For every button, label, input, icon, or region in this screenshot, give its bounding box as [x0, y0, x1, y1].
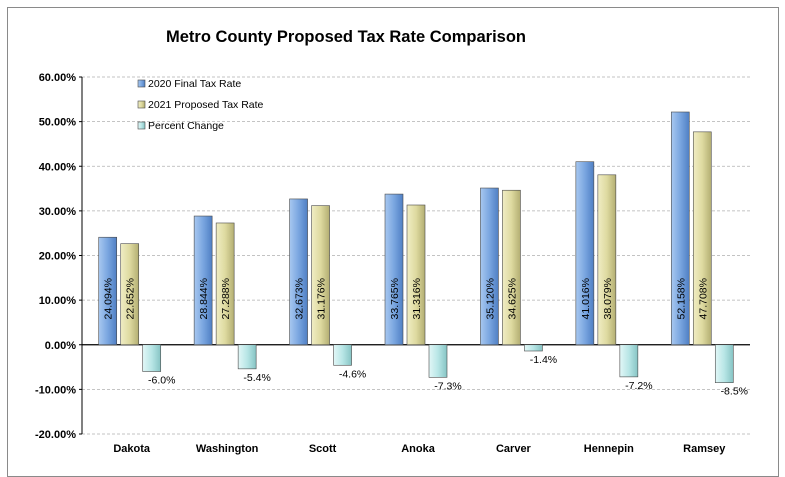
bar-2020	[480, 187, 499, 346]
y-tick-label: -20.00%	[35, 429, 76, 441]
data-label: -1.4%	[530, 354, 557, 366]
data-label: -7.2%	[625, 380, 652, 392]
bar-pct-change	[333, 344, 352, 366]
data-label: 31.176%	[316, 278, 328, 319]
chart: Metro County Proposed Tax Rate Compariso…	[35, 28, 750, 455]
category-label: Anoka	[401, 443, 436, 455]
data-label: -4.6%	[339, 368, 366, 380]
category-label: Washington	[196, 443, 259, 455]
x-axis: Dakota Washington Scott Anoka Carver Hennepin…	[113, 443, 726, 455]
legend-swatch	[137, 121, 146, 130]
category-label: Carver	[496, 443, 532, 455]
data-label: 32.673%	[294, 278, 306, 319]
y-tick-label: 30.00%	[39, 206, 77, 218]
data-label: -8.5%	[721, 386, 748, 398]
data-label: 27.288%	[220, 278, 232, 319]
legend-label: Percent Change	[148, 120, 224, 132]
legend-swatch	[137, 100, 146, 109]
category-label: Dakota	[113, 443, 151, 455]
bar-pct-change	[714, 344, 734, 383]
bar-2021	[502, 189, 521, 346]
bar-2020	[384, 193, 404, 346]
data-label: 31.316%	[411, 278, 423, 319]
y-tick-label: 50.00%	[39, 117, 77, 129]
legend: 2020 Final Tax Rate 2021 Proposed Tax Rat…	[137, 78, 264, 132]
data-label: 34.625%	[506, 278, 518, 319]
data-label: 52.158%	[675, 278, 687, 319]
bar-2021	[120, 243, 140, 346]
bar-2020	[193, 215, 213, 346]
bar-pct-change	[524, 344, 543, 352]
data-label: -7.3%	[434, 380, 461, 392]
bar-pct-change	[619, 344, 639, 378]
data-label: -6.0%	[148, 375, 175, 387]
bar-2021	[692, 131, 712, 346]
bar-2021	[597, 174, 617, 346]
bar-2021	[406, 204, 426, 346]
y-axis: 60.00% 50.00% 40.00% 30.00% 20.00% 10.00% 0.00…	[35, 72, 83, 441]
bar-pct-change	[142, 344, 162, 372]
data-label: 41.016%	[580, 278, 592, 319]
category-label: Ramsey	[683, 443, 726, 455]
bars	[98, 111, 734, 383]
y-tick-label: 40.00%	[39, 161, 77, 173]
chart-title: Metro County Proposed Tax Rate Compariso…	[166, 28, 526, 46]
data-label: 28.844%	[198, 278, 210, 319]
legend-swatch	[137, 79, 146, 88]
data-label: -5.4%	[243, 372, 270, 384]
bar-2020	[98, 236, 118, 346]
bar-2020	[575, 161, 595, 346]
data-label: 33.765%	[389, 278, 401, 319]
data-label: 22.652%	[125, 278, 137, 319]
chart-frame: Metro County Proposed Tax Rate Compariso…	[7, 7, 779, 477]
y-tick-label: -10.00%	[35, 384, 76, 396]
y-tick-label: 0.00%	[45, 340, 76, 352]
data-label: 38.079%	[602, 278, 614, 319]
legend-label: 2020 Final Tax Rate	[148, 78, 241, 90]
y-tick-label: 10.00%	[39, 295, 77, 307]
bar-2021	[215, 222, 235, 346]
category-label: Scott	[309, 443, 337, 455]
y-tick-label: 60.00%	[39, 72, 77, 84]
y-tick-label: 20.00%	[39, 251, 77, 263]
bar-2020	[289, 198, 308, 346]
bar-2021	[311, 205, 330, 346]
data-label: 47.708%	[697, 278, 709, 319]
bar-pct-change	[237, 344, 257, 370]
data-labels: 24.094% 22.652% -6.0% 28.844% 27.288% -5.4% 32…	[103, 278, 748, 398]
data-label: 35.120%	[484, 278, 496, 319]
category-label: Hennepin	[584, 443, 634, 455]
legend-label: 2021 Proposed Tax Rate	[148, 99, 264, 111]
bar-2020	[670, 111, 690, 346]
data-label: 24.094%	[103, 278, 115, 319]
bar-pct-change	[428, 344, 448, 378]
